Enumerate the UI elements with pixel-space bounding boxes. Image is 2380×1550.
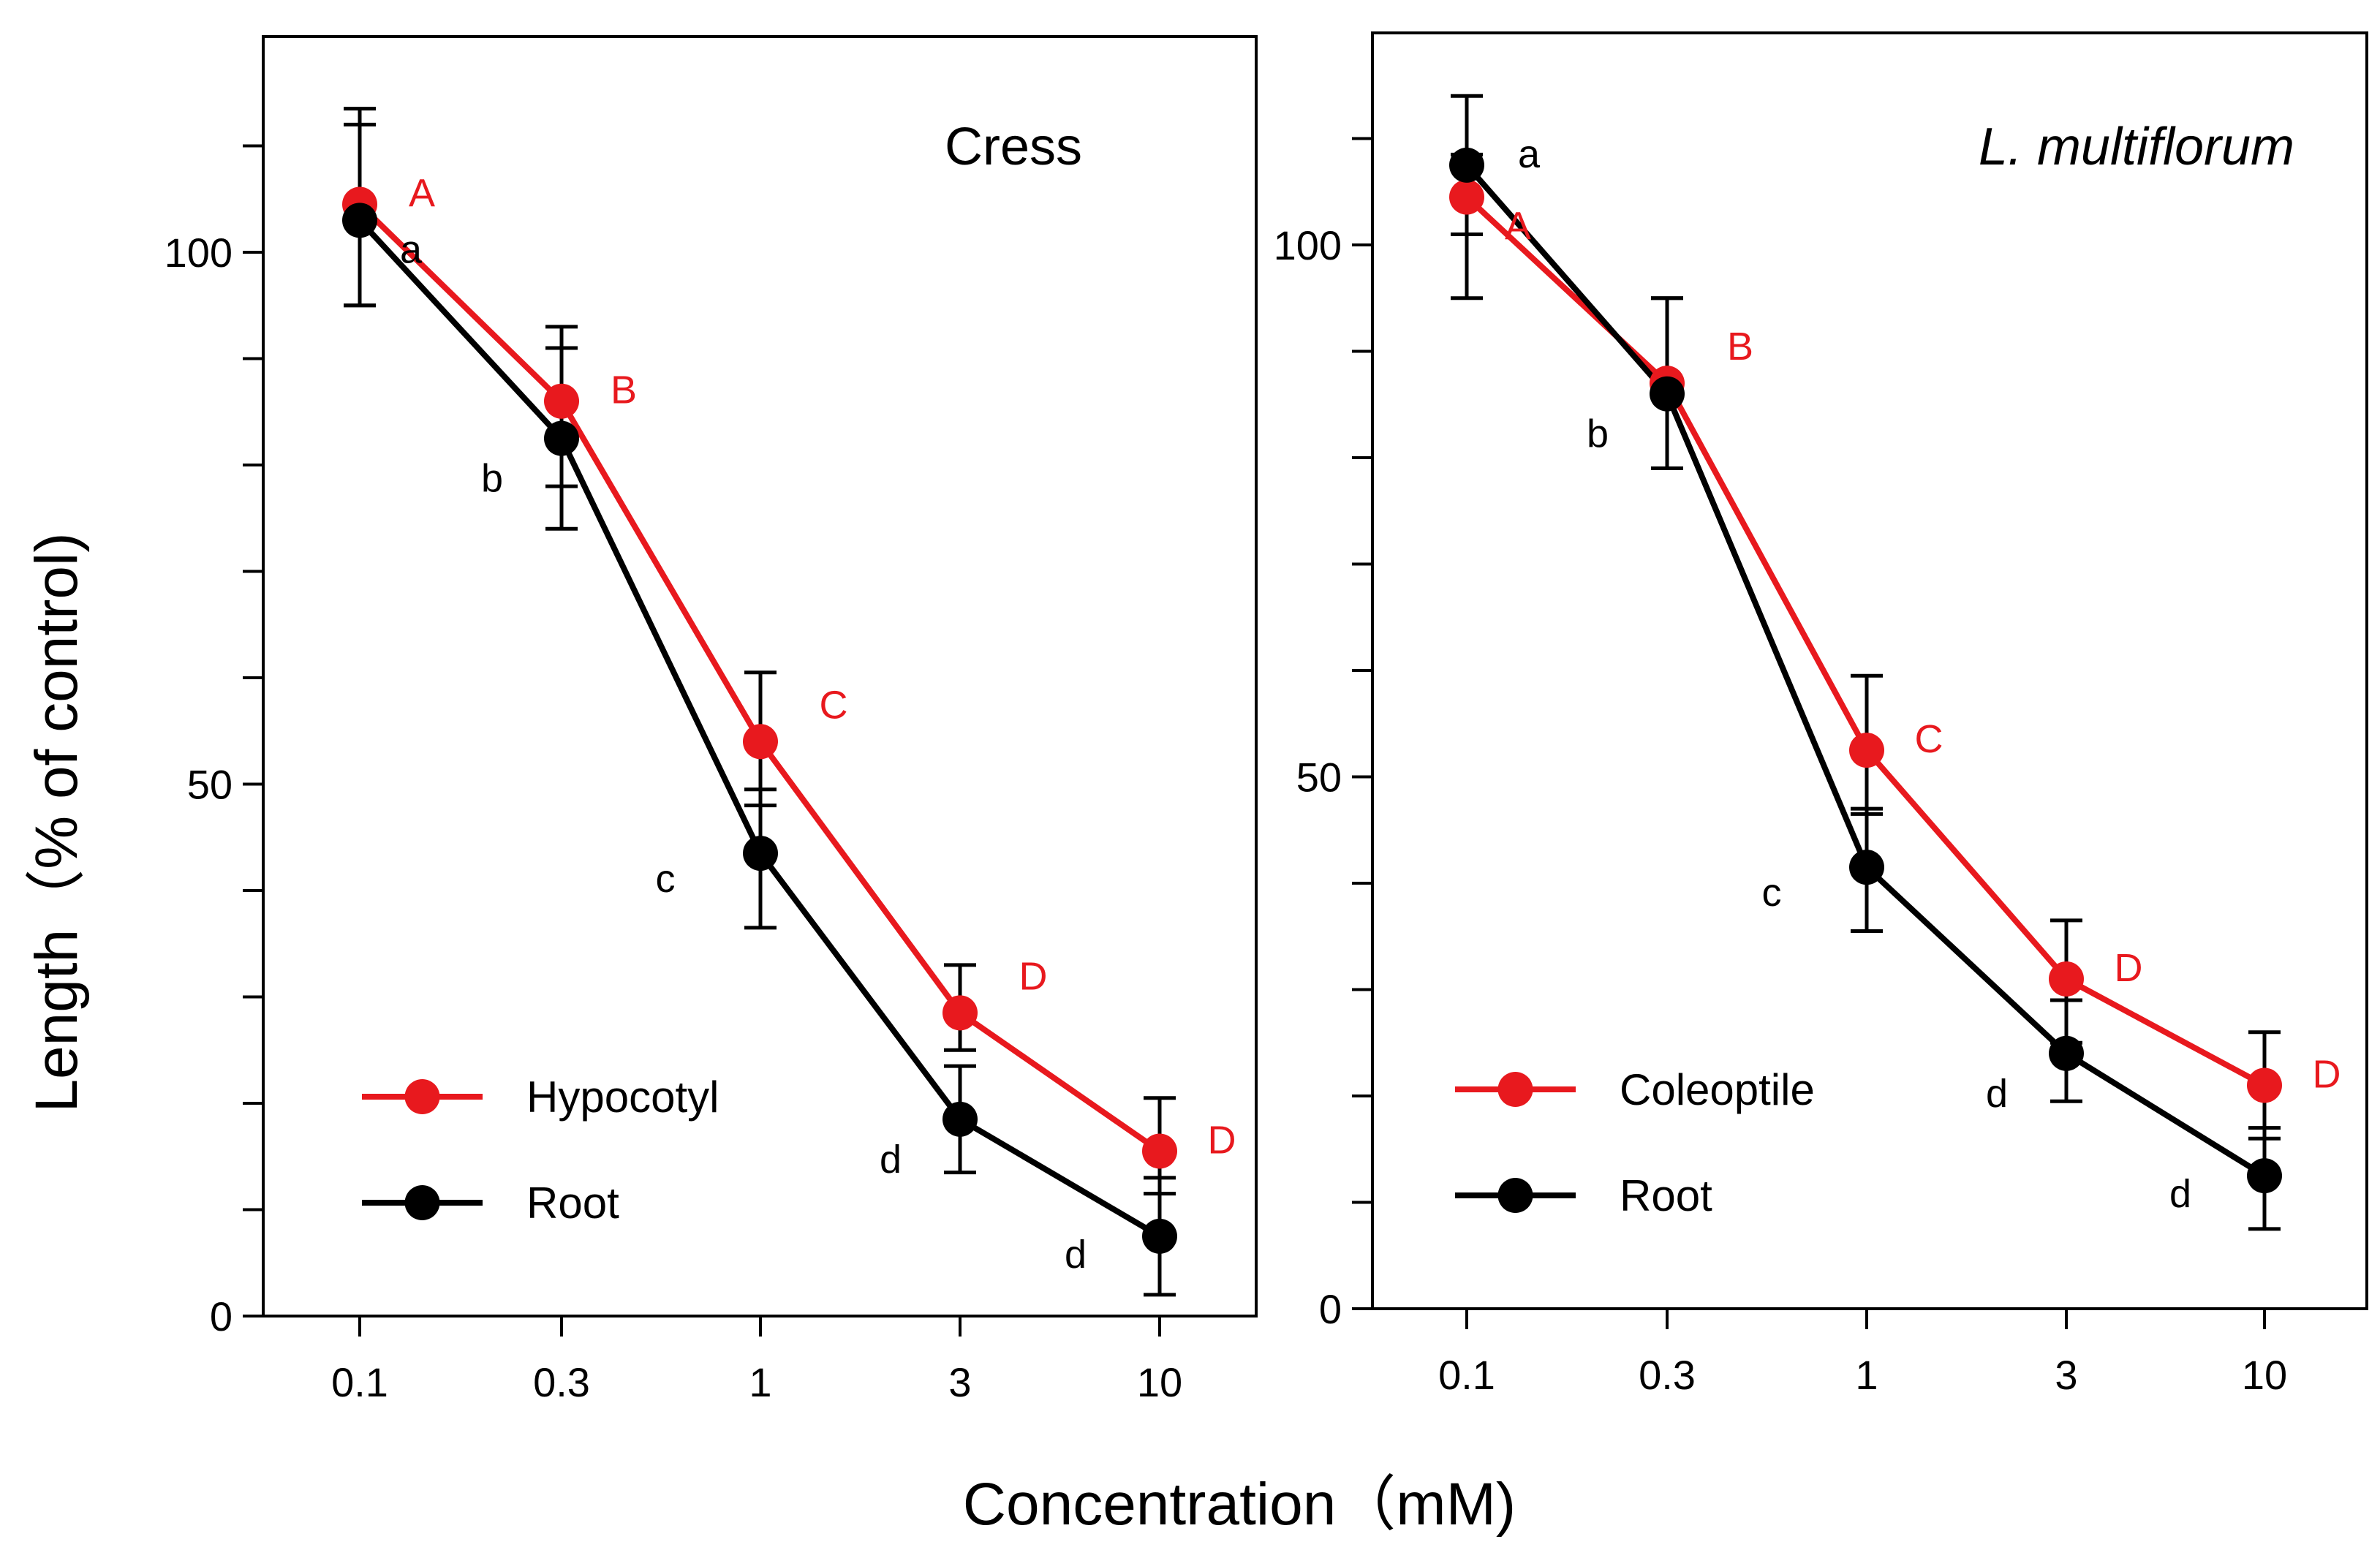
significance-letter: D (2115, 946, 2143, 990)
x-tick-label: 3 (948, 1359, 971, 1405)
x-tick-label: 0.3 (1639, 1352, 1696, 1398)
y-tick-label: 100 (165, 230, 233, 276)
data-point (743, 724, 778, 760)
data-point (1142, 1218, 1177, 1254)
x-tick-label: 0.1 (331, 1359, 388, 1405)
data-point (2247, 1158, 2282, 1194)
legend-label: Hypocotyl (526, 1073, 719, 1122)
data-point (544, 420, 579, 456)
significance-letter: d (2169, 1172, 2191, 1216)
significance-letter: C (820, 683, 848, 727)
significance-letter: d (1065, 1233, 1087, 1277)
significance-letter: b (1587, 412, 1609, 456)
x-tick-label: 10 (2242, 1352, 2287, 1398)
legend-marker (404, 1079, 440, 1114)
x-tick-label: 10 (1137, 1359, 1182, 1405)
legend-label: Coleoptile (1620, 1065, 1815, 1114)
y-tick-label: 50 (187, 762, 233, 808)
data-point (1449, 179, 1484, 215)
x-tick-label: 0.3 (533, 1359, 590, 1405)
data-point (1650, 376, 1685, 412)
series-line-coleoptile (1465, 194, 2266, 1088)
y-axis-title: Length（% of control) (23, 532, 90, 1112)
significance-letter: c (656, 857, 676, 901)
data-point (743, 836, 778, 872)
significance-letter: B (611, 368, 637, 412)
data-point (2247, 1067, 2282, 1103)
data-point (1449, 147, 1484, 183)
data-point (1849, 850, 1884, 885)
x-tick-label: 3 (2055, 1352, 2077, 1398)
significance-letter: a (400, 227, 423, 271)
significance-letter: A (409, 172, 435, 216)
data-point (544, 383, 579, 419)
x-tick-label: 1 (1855, 1352, 1878, 1398)
significance-letter: a (1518, 132, 1541, 176)
significance-letter: D (1208, 1118, 1236, 1162)
legend-marker (1497, 1072, 1533, 1107)
data-point (2049, 1035, 2084, 1071)
data-point (342, 203, 377, 238)
significance-letter: b (481, 457, 503, 501)
legend-marker (1497, 1178, 1533, 1213)
legend-marker (404, 1185, 440, 1220)
panel-title: Cress (945, 118, 1082, 176)
significance-letter: c (1762, 871, 1782, 915)
y-tick-label: 100 (1274, 222, 1342, 268)
panel-title: L. multiflorum (1979, 118, 2294, 176)
cress-chart: 0 50 100 0.1 0.3 1 3 10 Cress A B C D Da b c d d Hypocotyl… (165, 35, 1258, 1405)
data-point (942, 995, 978, 1031)
significance-letter: d (1986, 1072, 2008, 1116)
significance-letter: d (880, 1138, 902, 1182)
y-tick-label: 0 (210, 1293, 233, 1339)
significance-letter: A (1505, 205, 1531, 249)
x-tick-label: 0.1 (1438, 1352, 1495, 1398)
data-point (1142, 1133, 1177, 1169)
legend-label: Root (526, 1179, 619, 1228)
x-axis-title: Concentration（mM) (963, 1471, 1516, 1538)
significance-letter: D (1019, 954, 1048, 998)
y-tick-label: 0 (1319, 1286, 1342, 1332)
legend-label: Root (1620, 1171, 1712, 1220)
data-point (942, 1101, 978, 1137)
y-tick-label: 50 (1296, 755, 1342, 801)
x-tick-label: 1 (749, 1359, 771, 1405)
significance-letter: C (1915, 717, 1943, 761)
data-point (2049, 961, 2084, 997)
significance-letter: D (2313, 1052, 2341, 1096)
l-multiflorum-chart: 0 50 100 0.1 0.3 1 3 10 L. multiflorum A B C D Da b c d d… (1274, 31, 2368, 1398)
significance-letter: B (1727, 325, 1753, 368)
data-point (1849, 733, 1884, 768)
